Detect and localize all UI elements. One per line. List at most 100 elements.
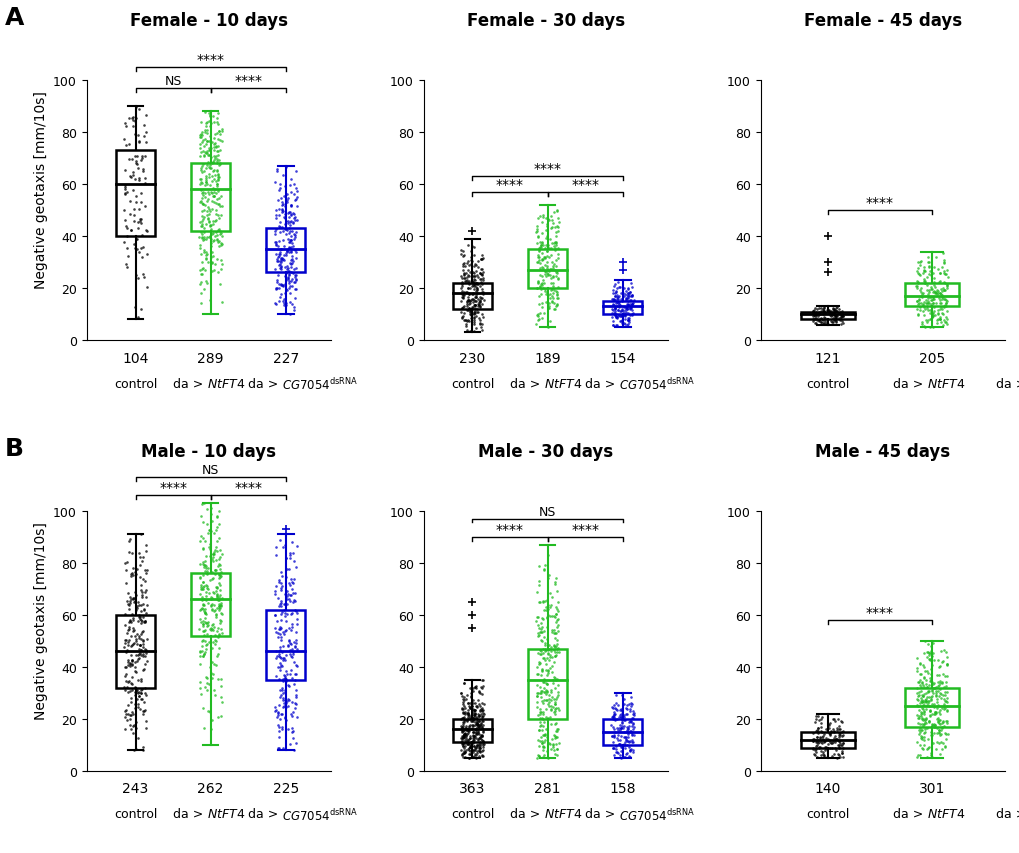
- Point: [132, 692, 149, 705]
- Point: [129, 216, 146, 229]
- Point: [209, 193, 225, 206]
- Point: [128, 654, 145, 668]
- Point: [912, 729, 928, 743]
- Point: [275, 169, 291, 183]
- Text: da >: da >: [584, 808, 619, 821]
- Point: [910, 268, 926, 281]
- Point: [826, 309, 843, 322]
- Point: [117, 179, 133, 193]
- Point: [272, 576, 288, 589]
- Point: [927, 712, 944, 726]
- Point: [455, 269, 472, 282]
- Point: [271, 221, 287, 235]
- Point: [277, 223, 293, 236]
- Point: [278, 267, 294, 281]
- Point: [461, 721, 477, 734]
- Point: [463, 309, 479, 322]
- Point: [460, 738, 476, 751]
- Point: [128, 112, 145, 125]
- Point: [545, 206, 561, 219]
- Point: [612, 305, 629, 318]
- Point: [543, 213, 559, 227]
- Point: [930, 676, 947, 690]
- Point: [271, 183, 287, 197]
- Point: [204, 194, 220, 208]
- Point: [919, 260, 935, 274]
- Point: [923, 717, 940, 731]
- Point: [823, 312, 840, 326]
- Point: [203, 219, 219, 233]
- Point: [606, 289, 623, 303]
- Point: [273, 659, 289, 673]
- Point: [546, 698, 562, 711]
- Point: [135, 572, 151, 586]
- Point: [197, 199, 213, 212]
- Point: [276, 538, 292, 552]
- Point: [622, 697, 638, 711]
- Point: [138, 647, 154, 660]
- Point: [937, 300, 954, 314]
- Point: [929, 292, 946, 305]
- Point: [538, 218, 554, 232]
- Point: [201, 208, 217, 222]
- Point: [282, 638, 299, 652]
- Point: [919, 678, 935, 692]
- Point: [820, 721, 837, 734]
- Point: [935, 293, 952, 306]
- Point: [604, 315, 621, 328]
- Text: da >: da >: [510, 377, 543, 390]
- Point: [278, 266, 294, 280]
- Point: [826, 741, 843, 755]
- Point: [466, 308, 482, 322]
- Point: [922, 725, 938, 739]
- Point: [816, 307, 833, 321]
- Point: [804, 742, 820, 756]
- Point: [534, 635, 550, 648]
- Point: [824, 308, 841, 322]
- Point: [204, 624, 220, 637]
- Point: [193, 131, 209, 145]
- Point: [606, 707, 623, 721]
- Point: [460, 699, 476, 713]
- Point: [609, 699, 626, 712]
- Point: [471, 741, 487, 755]
- Point: [271, 248, 287, 262]
- Point: [625, 708, 641, 722]
- Point: [537, 642, 553, 656]
- Point: [202, 524, 218, 537]
- Point: [616, 293, 633, 306]
- Point: [548, 288, 565, 302]
- Point: [195, 542, 211, 555]
- Point: [193, 147, 209, 160]
- Point: [473, 729, 489, 743]
- Point: [460, 696, 476, 710]
- Point: [618, 301, 634, 315]
- Point: [539, 269, 555, 282]
- Point: [931, 282, 948, 296]
- Point: [270, 194, 286, 207]
- Point: [132, 686, 149, 699]
- Point: [602, 718, 619, 732]
- Point: [286, 304, 303, 317]
- Point: [832, 726, 848, 740]
- Point: [138, 715, 154, 728]
- Point: [623, 699, 639, 712]
- Point: [459, 323, 475, 337]
- Point: [116, 636, 132, 650]
- Point: [280, 576, 297, 589]
- Point: [127, 697, 144, 711]
- Point: [546, 708, 562, 722]
- Point: [198, 617, 214, 630]
- Point: [933, 288, 950, 302]
- Point: [936, 694, 953, 708]
- Point: [468, 716, 484, 729]
- Point: [205, 235, 221, 248]
- Point: [138, 566, 154, 580]
- Point: [193, 165, 209, 178]
- Point: [202, 537, 218, 551]
- Point: [812, 712, 828, 726]
- Point: [268, 253, 284, 267]
- Point: [469, 700, 485, 714]
- Point: [808, 739, 824, 752]
- Point: [937, 694, 954, 708]
